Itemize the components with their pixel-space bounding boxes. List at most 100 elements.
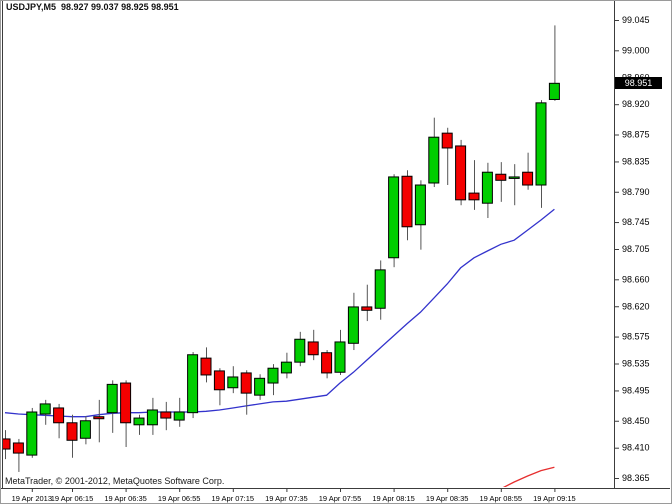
price-axis-label: 98.835	[622, 156, 650, 166]
time-axis-label: 19 Apr 08:35	[426, 494, 469, 503]
ma-red-line	[502, 466, 555, 487]
candle-body	[66, 422, 78, 441]
candle-body	[548, 82, 560, 100]
candle-body	[374, 269, 386, 309]
candle-body	[267, 367, 279, 384]
candle-body	[388, 176, 400, 259]
price-axis-label: 98.745	[622, 217, 650, 227]
current-price-tag: 98.951	[615, 77, 662, 89]
candle-body	[160, 411, 172, 419]
candle-body	[508, 176, 520, 179]
candle	[39, 399, 51, 425]
candle-body	[227, 376, 239, 389]
candle-body	[321, 352, 333, 374]
copyright-text: MetaTrader, © 2001-2012, MetaQuotes Soft…	[5, 476, 225, 486]
plot-group	[3, 25, 560, 487]
candle-body	[361, 306, 373, 311]
candle-body	[93, 416, 105, 420]
candle	[548, 25, 560, 101]
candle-body	[535, 102, 547, 186]
price-axis-label: 98.365	[622, 473, 650, 483]
candle	[508, 164, 520, 206]
candle	[414, 180, 426, 250]
candle	[133, 414, 145, 435]
candle-body	[522, 171, 534, 186]
candle-body	[428, 136, 440, 184]
candle-body	[200, 357, 212, 376]
candle	[361, 284, 373, 322]
candle-body	[334, 341, 346, 373]
candle-body	[441, 132, 453, 149]
candle-body	[173, 411, 185, 421]
price-axis-label: 98.620	[622, 301, 650, 311]
candle	[535, 100, 547, 208]
candle	[173, 397, 185, 427]
candle-body	[106, 383, 118, 414]
price-axis-label: 98.790	[622, 187, 650, 197]
candle	[455, 139, 467, 206]
time-axis-label: 19 Apr 07:55	[319, 494, 362, 503]
candle-body	[455, 145, 467, 201]
candle-body	[39, 403, 51, 415]
candle	[200, 347, 212, 383]
candle-body	[307, 341, 319, 356]
time-axis-label: 19 Apr 08:15	[372, 494, 415, 503]
candle	[227, 366, 239, 394]
candle-body	[213, 370, 225, 391]
price-axis-label: 98.575	[622, 332, 650, 342]
price-axis-label: 98.535	[622, 359, 650, 369]
candle-body	[414, 184, 426, 226]
candle	[106, 380, 118, 433]
price-axis-label: 98.495	[622, 385, 650, 395]
candle-body	[347, 306, 359, 344]
candle	[120, 380, 132, 448]
candle	[441, 127, 453, 186]
candle	[307, 329, 319, 361]
time-axis-label: 19 Apr 08:55	[480, 494, 523, 503]
candle	[294, 331, 306, 367]
candle	[522, 152, 534, 190]
candle-body	[12, 442, 24, 454]
candle	[240, 370, 252, 415]
price-axis-label: 98.660	[622, 274, 650, 284]
candle	[374, 260, 386, 320]
candle	[26, 407, 38, 458]
time-axis-label: 19 Apr 09:15	[533, 494, 576, 503]
candle-body	[3, 438, 11, 450]
candle	[401, 170, 413, 241]
price-axis-label: 99.000	[622, 45, 650, 55]
candle	[267, 364, 279, 396]
candle	[388, 174, 400, 268]
ma-blue-line	[4, 208, 555, 418]
price-axis-label: 98.450	[622, 416, 650, 426]
time-axis-label: 19 Apr 2013	[12, 494, 52, 503]
candle	[160, 401, 172, 431]
candle	[3, 430, 11, 460]
candle	[12, 438, 24, 472]
price-axis-label: 98.705	[622, 244, 650, 254]
candle	[481, 162, 493, 219]
candle	[146, 397, 158, 435]
time-axis-label: 19 Apr 07:15	[212, 494, 255, 503]
candle-body	[401, 175, 413, 228]
time-axis-label: 19 Apr 06:35	[104, 494, 147, 503]
candle	[428, 117, 440, 188]
candle-body	[294, 338, 306, 363]
candle	[468, 160, 480, 210]
time-axis-label: 19 Apr 06:15	[51, 494, 94, 503]
candle	[93, 399, 105, 443]
candle	[321, 350, 333, 379]
candle-body	[133, 417, 145, 426]
candle	[66, 414, 78, 458]
candle-body	[240, 372, 252, 394]
candle-body	[79, 420, 91, 439]
candle	[213, 368, 225, 406]
candle	[53, 403, 65, 439]
candle	[334, 329, 346, 375]
price-axis-label: 98.410	[622, 443, 650, 453]
candle-body	[26, 411, 38, 456]
price-axis-label: 99.045	[622, 15, 650, 25]
